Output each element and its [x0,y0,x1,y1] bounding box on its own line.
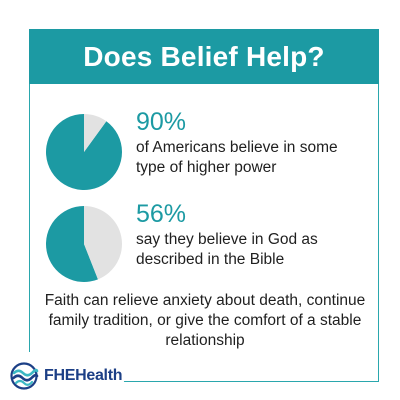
logo-wordmark: FHEHealth [44,367,123,384]
pie-chart-god-bible [46,206,122,282]
stat-percentage: 56% [136,200,187,228]
stat-percentage: 90% [136,108,187,136]
footnote-text: Faith can relieve anxiety about death, c… [44,292,366,349]
pie-slice-remainder [84,206,122,280]
stat-higher-power: 90% of Americans believe in some type of… [40,108,370,192]
pie-slice-remainder [84,114,107,152]
page-title: Does Belief Help? [83,40,325,72]
stat-description: say they believe in God as described in … [136,231,318,268]
brand-logo[interactable]: FHEHealth [10,362,123,390]
title-banner: Does Belief Help? [29,29,379,84]
pie-chart-higher-power [45,114,122,190]
stat-god-bible: 56% say they believe in God as described… [40,200,370,284]
pie-slice-primary [46,206,98,282]
pie-slice-primary [45,114,122,190]
infographic-frame [29,29,379,382]
waves-logo-icon [10,362,39,390]
stat-description: of Americans believe in some type of hig… [136,139,338,176]
